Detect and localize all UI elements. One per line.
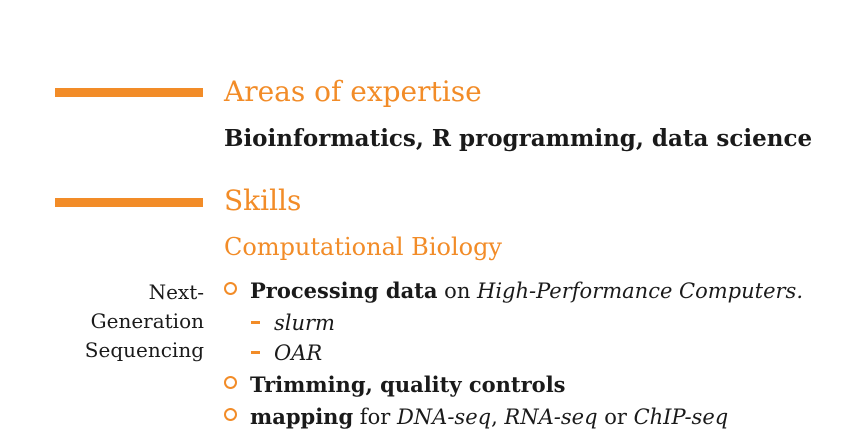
sub-list-item: OAR [251, 343, 322, 364]
item-separator: , [491, 405, 505, 429]
item-bold: Processing data [250, 278, 438, 303]
list-item: Trimming, quality controls [224, 374, 566, 396]
subsection-title: Computational Biology [224, 233, 502, 261]
side-label-line: Sequencing [84, 338, 204, 362]
side-label-line: Next- [148, 280, 204, 304]
item-text: for [353, 405, 397, 429]
section-rule-skills [55, 198, 203, 207]
item-bold: mapping [250, 404, 354, 429]
circle-bullet-icon [224, 408, 237, 421]
side-label-line: Generation [90, 309, 204, 333]
item-italic: ChIP-seq [633, 405, 729, 429]
list-item: Processing data on High-Performance Comp… [224, 280, 803, 302]
item-text: on [437, 279, 478, 303]
expertise-content: Bioinformatics, R programming, data scie… [224, 125, 813, 152]
circle-bullet-icon [224, 282, 237, 295]
sub-list-item: slurm [251, 313, 335, 334]
sub-item-text: OAR [274, 341, 323, 365]
section-title-skills: Skills [224, 184, 302, 217]
section-title-expertise: Areas of expertise [224, 75, 482, 108]
item-separator: or [597, 405, 634, 429]
side-label: Next- Generation Sequencing [85, 278, 204, 365]
item-italic: DNA-seq [396, 405, 492, 429]
item-bold: Trimming, quality controls [250, 372, 566, 397]
list-item: mapping for DNA-seq, RNA-seq or ChIP-seq [224, 406, 728, 428]
item-italic: RNA-seq [504, 405, 598, 429]
circle-bullet-icon [224, 376, 237, 389]
sub-item-text: slurm [274, 311, 335, 335]
dash-bullet-icon [251, 351, 260, 354]
item-italic: High-Performance Computers. [477, 279, 804, 303]
section-rule-expertise [55, 88, 203, 97]
dash-bullet-icon [251, 321, 260, 324]
